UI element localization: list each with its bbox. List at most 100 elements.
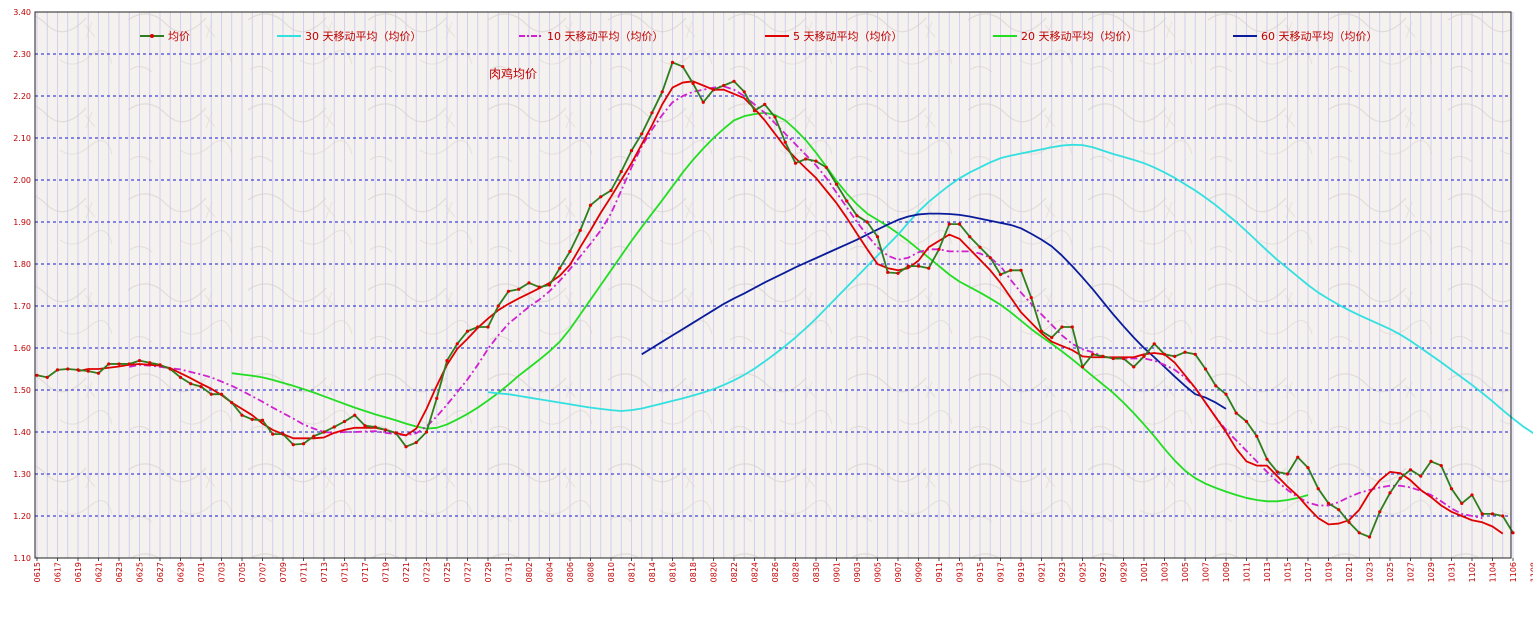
data-point <box>620 170 623 173</box>
data-point <box>87 370 90 373</box>
x-tick-label: 0703 <box>218 562 227 582</box>
x-tick-label: 0627 <box>156 562 165 582</box>
data-point <box>1163 353 1166 356</box>
data-point <box>1132 365 1135 368</box>
x-tick-label: 0921 <box>1038 562 1047 582</box>
x-tick-label: 0721 <box>402 562 411 582</box>
x-tick-label: 1023 <box>1366 562 1375 582</box>
data-point <box>374 425 377 428</box>
data-point <box>404 445 407 448</box>
y-tick-label: 1.80 <box>13 260 31 269</box>
x-tick-label: 0927 <box>1099 562 1108 582</box>
data-point <box>138 359 141 362</box>
x-tick-label: 0814 <box>648 562 657 582</box>
legend-label: 10 天移动平均（均价） <box>547 30 664 43</box>
data-point <box>978 246 981 249</box>
x-tick-label: 1106 <box>1509 562 1518 582</box>
data-point <box>835 183 838 186</box>
data-point <box>97 372 100 375</box>
x-tick-label: 0729 <box>484 562 493 582</box>
data-point <box>107 362 110 365</box>
x-tick-label: 0707 <box>259 562 268 582</box>
data-point <box>999 273 1002 276</box>
data-point <box>558 267 561 270</box>
data-point <box>292 443 295 446</box>
x-tick-label: 1019 <box>1325 562 1334 582</box>
data-point <box>527 281 530 284</box>
data-point <box>1511 531 1514 534</box>
data-point <box>507 290 510 293</box>
data-point <box>1347 521 1350 524</box>
x-tick-label: 0625 <box>136 562 145 582</box>
x-tick-label: 0806 <box>566 562 575 582</box>
data-point <box>886 271 889 274</box>
x-tick-label: 0925 <box>1079 562 1088 582</box>
data-point <box>1030 296 1033 299</box>
data-point <box>1214 384 1217 387</box>
legend-label: 均价 <box>168 30 190 43</box>
x-tick-label: 0820 <box>710 562 719 582</box>
data-point <box>1224 393 1227 396</box>
x-tick-label: 0719 <box>382 562 391 582</box>
data-point <box>958 223 961 226</box>
data-point <box>56 368 59 371</box>
x-tick-label: 0824 <box>751 562 760 582</box>
data-point <box>384 428 387 431</box>
data-point <box>630 149 633 152</box>
data-point <box>199 385 202 388</box>
data-point <box>66 367 69 370</box>
x-tick-label: 0727 <box>464 562 473 582</box>
data-point <box>1481 512 1484 515</box>
y-tick-label: 1.90 <box>13 218 31 227</box>
data-point <box>476 325 479 328</box>
x-tick-label: 1031 <box>1448 562 1457 582</box>
data-point <box>302 442 305 445</box>
x-tick-label: 0810 <box>607 562 616 582</box>
data-point <box>497 304 500 307</box>
data-point <box>1368 535 1371 538</box>
data-point <box>1255 435 1258 438</box>
data-point <box>712 88 715 91</box>
data-point <box>538 286 541 289</box>
x-tick-label: 0619 <box>74 562 83 582</box>
data-point <box>240 414 243 417</box>
data-point <box>1460 502 1463 505</box>
data-point <box>1142 355 1145 358</box>
data-point <box>312 435 315 438</box>
data-point <box>948 223 951 226</box>
data-point <box>1501 514 1504 517</box>
data-point <box>179 376 182 379</box>
x-tick-label: 0701 <box>197 562 206 582</box>
x-tick-label: 0705 <box>238 562 247 582</box>
data-point <box>1276 470 1279 473</box>
x-tick-label: 1025 <box>1386 562 1395 582</box>
data-point <box>1327 502 1330 505</box>
x-tick-label: 1005 <box>1181 562 1190 582</box>
data-point <box>1399 477 1402 480</box>
data-point <box>322 430 325 433</box>
data-point <box>1081 365 1084 368</box>
x-tick-label: 0907 <box>894 562 903 582</box>
x-tick-label: 1104 <box>1489 562 1498 582</box>
data-point <box>76 368 79 371</box>
data-point <box>763 103 766 106</box>
data-point <box>169 367 172 370</box>
data-point <box>415 441 418 444</box>
data-point <box>281 433 284 436</box>
data-point <box>148 361 151 364</box>
data-point <box>343 420 346 423</box>
data-point <box>866 220 869 223</box>
data-point <box>743 90 746 93</box>
data-point <box>753 109 756 112</box>
x-tick-label: 0709 <box>279 562 288 582</box>
data-point <box>46 376 49 379</box>
x-tick-label: 1015 <box>1284 562 1293 582</box>
data-point <box>271 433 274 436</box>
data-point <box>1091 353 1094 356</box>
data-point <box>589 204 592 207</box>
x-tick-label: 0723 <box>423 562 432 582</box>
y-tick-label: 2.20 <box>13 92 31 101</box>
chart-title: 肉鸡均价 <box>489 66 537 81</box>
x-tick-label: 0915 <box>976 562 985 582</box>
data-point <box>117 362 120 365</box>
